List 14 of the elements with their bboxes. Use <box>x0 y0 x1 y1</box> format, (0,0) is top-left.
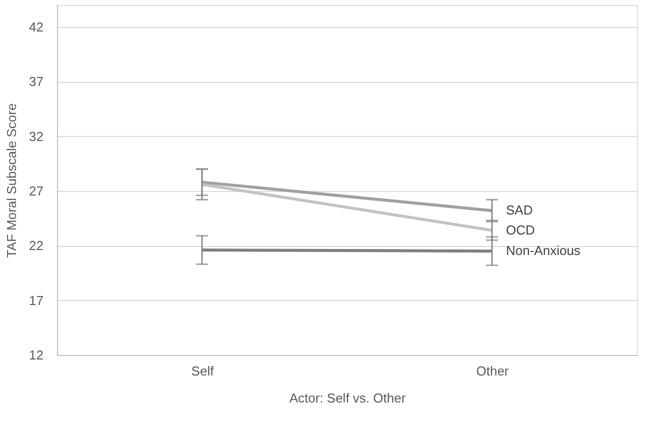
x-tick-label: Self <box>191 364 214 378</box>
y-tick-label: 17 <box>29 292 44 308</box>
series-label: SAD <box>506 202 533 218</box>
y-tick-label: 27 <box>29 183 44 198</box>
series-label: Non-Anxious <box>506 243 581 258</box>
y-tick-label: 37 <box>29 74 44 90</box>
y-axis-title: TAF Moral Subscale Score <box>4 103 20 258</box>
x-tick-label: Other <box>476 364 510 378</box>
y-tick-label: 22 <box>29 238 44 254</box>
y-tick-label: 42 <box>29 19 44 34</box>
y-tick-label: 32 <box>29 128 44 144</box>
series-label: OCD <box>506 222 535 238</box>
x-axis-title: Actor: Self vs. Other <box>289 390 406 406</box>
y-tick-label: 12 <box>29 348 44 362</box>
